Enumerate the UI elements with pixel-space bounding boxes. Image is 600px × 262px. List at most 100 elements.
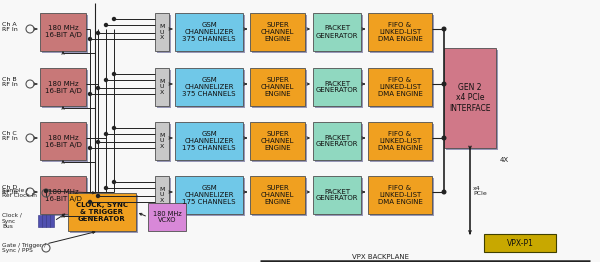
Text: Ch A
RF In: Ch A RF In [2,21,18,32]
Text: M
U
X: M U X [160,79,164,95]
FancyBboxPatch shape [315,15,363,53]
FancyBboxPatch shape [70,195,138,233]
FancyBboxPatch shape [42,70,88,108]
FancyBboxPatch shape [315,124,363,162]
Text: Ch C
RF In: Ch C RF In [2,130,18,141]
FancyBboxPatch shape [175,68,243,106]
Text: Ch D
RF In: Ch D RF In [2,185,18,195]
FancyBboxPatch shape [38,215,41,227]
FancyBboxPatch shape [46,215,49,227]
Text: Gate / Trigger /
Sync / PPS: Gate / Trigger / Sync / PPS [2,243,46,253]
Text: PACKET
GENERATOR: PACKET GENERATOR [316,134,358,148]
Text: M
U
X: M U X [160,24,164,40]
Text: PACKET
GENERATOR: PACKET GENERATOR [316,25,358,39]
FancyBboxPatch shape [313,122,361,160]
Text: 180 MHz
16-BIT A/D: 180 MHz 16-BIT A/D [44,134,82,148]
Text: VPX BACKPLANE: VPX BACKPLANE [352,254,409,260]
Circle shape [442,190,446,194]
Text: FIFO &
LINKED-LIST
DMA ENGINE: FIFO & LINKED-LIST DMA ENGINE [377,22,422,42]
FancyBboxPatch shape [157,15,171,53]
Circle shape [97,31,100,35]
FancyBboxPatch shape [42,215,46,227]
Circle shape [89,37,91,41]
FancyBboxPatch shape [252,124,307,162]
Text: Ch B
RF In: Ch B RF In [2,77,18,88]
FancyBboxPatch shape [484,234,556,252]
Text: FIFO &
LINKED-LIST
DMA ENGINE: FIFO & LINKED-LIST DMA ENGINE [377,77,422,97]
Circle shape [97,140,100,144]
Text: 4X: 4X [500,157,509,163]
Circle shape [442,82,446,86]
Text: GSM
CHANNELIZER
175 CHANNELS: GSM CHANNELIZER 175 CHANNELS [182,185,236,205]
Circle shape [113,181,115,183]
Circle shape [442,27,446,31]
Circle shape [97,86,100,90]
FancyBboxPatch shape [40,13,86,51]
Text: CLOCK, SYNC
& TRIGGER
GENERATOR: CLOCK, SYNC & TRIGGER GENERATOR [76,202,128,222]
FancyBboxPatch shape [313,176,361,214]
Text: FIFO &
LINKED-LIST
DMA ENGINE: FIFO & LINKED-LIST DMA ENGINE [377,131,422,151]
Circle shape [104,24,107,26]
FancyBboxPatch shape [368,13,432,51]
Circle shape [89,92,91,96]
Text: Sample /
Ref Clock In: Sample / Ref Clock In [2,188,37,198]
Text: 180 MHz
VCXO: 180 MHz VCXO [152,210,181,223]
FancyBboxPatch shape [155,176,169,214]
FancyBboxPatch shape [155,68,169,106]
FancyBboxPatch shape [42,178,88,216]
FancyBboxPatch shape [175,176,243,214]
Text: M
U
X: M U X [160,187,164,203]
Text: 180 MHz
16-BIT A/D: 180 MHz 16-BIT A/D [44,25,82,39]
FancyBboxPatch shape [50,215,53,227]
FancyBboxPatch shape [157,70,171,108]
FancyBboxPatch shape [177,70,245,108]
Text: 180 MHz
16-BIT A/D: 180 MHz 16-BIT A/D [44,80,82,94]
FancyBboxPatch shape [444,48,496,148]
FancyBboxPatch shape [40,122,86,160]
FancyBboxPatch shape [370,124,434,162]
FancyBboxPatch shape [250,176,305,214]
FancyBboxPatch shape [148,203,186,231]
FancyBboxPatch shape [175,122,243,160]
FancyBboxPatch shape [252,15,307,53]
FancyBboxPatch shape [446,50,498,150]
Circle shape [89,146,91,150]
Text: SUPER
CHANNEL
ENGINE: SUPER CHANNEL ENGINE [261,22,294,42]
FancyBboxPatch shape [250,122,305,160]
FancyBboxPatch shape [42,124,88,162]
FancyBboxPatch shape [368,122,432,160]
Text: PACKET
GENERATOR: PACKET GENERATOR [316,188,358,201]
FancyBboxPatch shape [368,68,432,106]
Circle shape [104,79,107,81]
FancyBboxPatch shape [370,15,434,53]
FancyBboxPatch shape [40,176,86,214]
Circle shape [104,187,107,189]
FancyBboxPatch shape [368,176,432,214]
FancyBboxPatch shape [155,13,169,51]
FancyBboxPatch shape [315,178,363,216]
FancyBboxPatch shape [157,124,171,162]
FancyBboxPatch shape [252,70,307,108]
FancyBboxPatch shape [42,15,88,53]
Text: GSM
CHANNELIZER
375 CHANNELS: GSM CHANNELIZER 375 CHANNELS [182,77,236,97]
FancyBboxPatch shape [68,193,136,231]
Text: GEN 2
x4 PCIe
INTERFACE: GEN 2 x4 PCIe INTERFACE [449,83,491,113]
FancyBboxPatch shape [40,68,86,106]
Text: GSM
CHANNELIZER
375 CHANNELS: GSM CHANNELIZER 375 CHANNELS [182,22,236,42]
Text: M
U
X: M U X [160,133,164,149]
FancyBboxPatch shape [315,70,363,108]
Text: x4
PCIe: x4 PCIe [473,185,487,196]
Text: SUPER
CHANNEL
ENGINE: SUPER CHANNEL ENGINE [261,131,294,151]
FancyBboxPatch shape [177,15,245,53]
FancyBboxPatch shape [177,124,245,162]
FancyBboxPatch shape [177,178,245,216]
Circle shape [113,127,115,129]
FancyBboxPatch shape [252,178,307,216]
Circle shape [44,189,47,193]
FancyBboxPatch shape [250,68,305,106]
Text: FIFO &
LINKED-LIST
DMA ENGINE: FIFO & LINKED-LIST DMA ENGINE [377,185,422,205]
Circle shape [97,194,100,198]
Text: PACKET
GENERATOR: PACKET GENERATOR [316,80,358,94]
FancyBboxPatch shape [313,13,361,51]
FancyBboxPatch shape [175,13,243,51]
